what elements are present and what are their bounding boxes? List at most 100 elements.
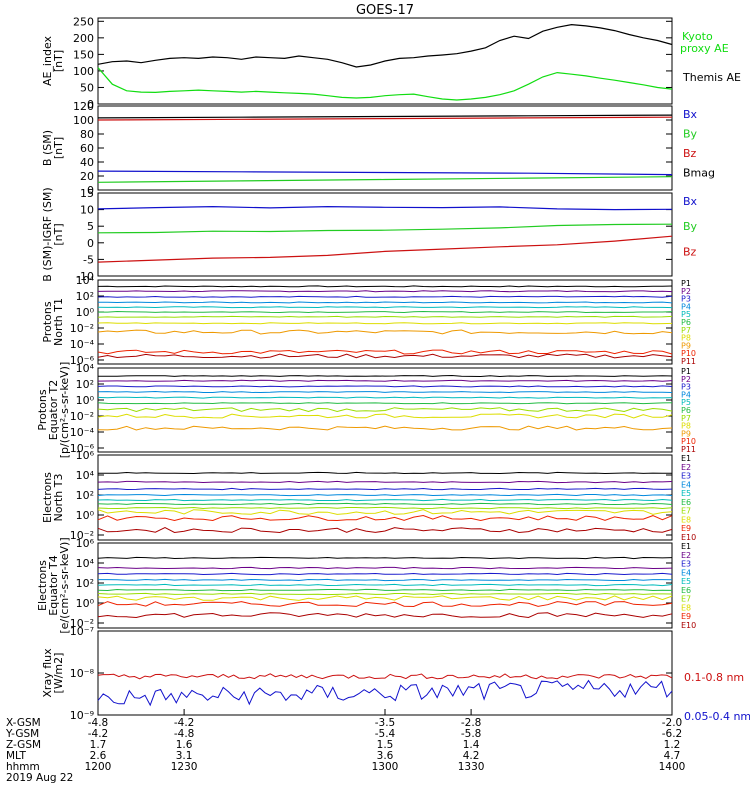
x-row-value: 1.5 — [377, 739, 394, 751]
legend-entry: E8 — [681, 603, 691, 612]
legend-entry: P9 — [681, 341, 691, 350]
panel-bigrf: -10 -5 0 5 10 15 B (SM)-IGRF (SM)[nT] Bx By Bz — [41, 187, 698, 283]
y-tick-label: 10⁻⁴ — [70, 426, 95, 439]
x-row-value: -4.8 — [174, 728, 195, 740]
channel-9 — [97, 329, 673, 335]
channel-2 — [97, 480, 673, 484]
x-row-label: hhmm — [6, 761, 40, 773]
x-row-value: -5.8 — [461, 728, 482, 740]
y-axis-label: [nT] — [52, 50, 65, 72]
legend-entry: P8 — [681, 334, 691, 343]
channel-1 — [98, 374, 673, 378]
channel-11 — [97, 353, 673, 359]
y-tick-label: 10⁰ — [76, 306, 95, 319]
x-row-value: -3.5 — [375, 717, 396, 729]
x-row-value: 1.6 — [176, 739, 193, 751]
y-tick-label: 10⁰ — [76, 509, 95, 522]
y-tick-label: 20 — [80, 170, 94, 183]
x-date-label: 2019 Aug 22 — [6, 772, 73, 784]
legend-entry: proxy AE — [680, 42, 729, 55]
x-row-label: Z-GSM — [6, 739, 41, 751]
legend-entry: E6 — [681, 586, 691, 595]
panel-frame — [97, 367, 673, 453]
series-0 — [97, 23, 673, 68]
channel-8 — [97, 413, 673, 419]
channel-3 — [97, 385, 673, 388]
x-row-value: 1.2 — [664, 739, 681, 751]
legend-entry: Themis AE — [682, 71, 741, 84]
legend-entry: Bz — [683, 147, 697, 160]
y-tick-label: 80 — [80, 128, 94, 141]
y-tick-label: 10⁻² — [70, 322, 94, 335]
channel-2 — [97, 566, 673, 570]
channel-1 — [98, 471, 673, 475]
legend-entry: P4 — [681, 390, 691, 399]
y-axis-label: [nT] — [52, 137, 65, 159]
y-axis-label: Protons — [36, 389, 49, 430]
x-row-value: -4.2 — [174, 717, 195, 729]
legend-entry: P3 — [681, 383, 691, 392]
channel-8 — [97, 509, 673, 515]
x-row-value: -4.8 — [88, 717, 109, 729]
legend-entry: P7 — [681, 414, 691, 423]
channel-6 — [97, 402, 673, 405]
y-axis-label: [e/(cm²-s-sr-keV)] — [58, 537, 71, 633]
legend-entry: P6 — [681, 406, 691, 415]
channel-9 — [97, 601, 673, 608]
channel-3 — [97, 487, 673, 491]
channel-4 — [97, 390, 673, 394]
y-axis-label: [nT] — [52, 223, 65, 245]
x-row-value: 3.1 — [176, 750, 193, 762]
legend-entry: E1 — [681, 454, 691, 463]
y-tick-label: 10⁻² — [70, 410, 94, 423]
channel-3 — [97, 572, 673, 576]
legend-entry: E6 — [681, 498, 691, 507]
panel-frame — [97, 542, 673, 629]
y-tick-label: 10⁴ — [76, 362, 95, 375]
channel-10 — [97, 527, 673, 534]
y-tick-label: 50 — [80, 81, 94, 94]
y-axis-label: Xray flux — [41, 648, 54, 698]
y-tick-label: 10⁴ — [76, 274, 95, 287]
legend: 0.1-0.8 nm 0.05-0.4 nm — [684, 671, 750, 723]
series-0 — [97, 673, 673, 680]
legend-entry: By — [683, 128, 698, 141]
series-3 — [97, 176, 673, 183]
legend-entry: P5 — [681, 398, 691, 407]
x-row-value: 1.7 — [90, 739, 107, 751]
y-tick-label: 10² — [76, 489, 94, 502]
y-axis-label: Equator T2 — [47, 380, 60, 440]
series-1 — [97, 116, 673, 121]
y-tick-label: 120 — [73, 100, 94, 113]
legend-entry: E2 — [681, 551, 691, 560]
legend-entry: Kyoto — [682, 30, 713, 43]
y-tick-label: 10⁻⁴ — [70, 338, 95, 351]
y-tick-label: 60 — [80, 142, 94, 155]
y-tick-label: 10² — [76, 577, 94, 590]
y-tick-label: 200 — [73, 32, 94, 45]
y-axis-label: [W/m2] — [52, 653, 65, 694]
channel-2 — [97, 290, 673, 293]
legend-entry: P6 — [681, 318, 691, 327]
series-2 — [97, 235, 673, 263]
y-axis-label: [p/(cm²-s-sr-keV)] — [58, 362, 71, 459]
y-tick-label: 10⁴ — [76, 557, 95, 570]
legend-entry: 0.05-0.4 nm — [684, 710, 750, 723]
legend-entry: P2 — [681, 375, 691, 384]
x-row-value: 4.7 — [664, 750, 681, 762]
x-row-value: 1230 — [171, 761, 198, 773]
legend-entry: E9 — [681, 524, 691, 533]
legend-entry: P11 — [681, 357, 696, 366]
legend-entry: E3 — [681, 472, 691, 481]
channel-2 — [97, 379, 673, 382]
channel-9 — [97, 514, 673, 522]
legend-entry: Bx — [683, 108, 698, 121]
channel-4 — [98, 301, 673, 304]
legend-entry: P1 — [681, 367, 691, 376]
legend-entry: By — [683, 220, 698, 233]
